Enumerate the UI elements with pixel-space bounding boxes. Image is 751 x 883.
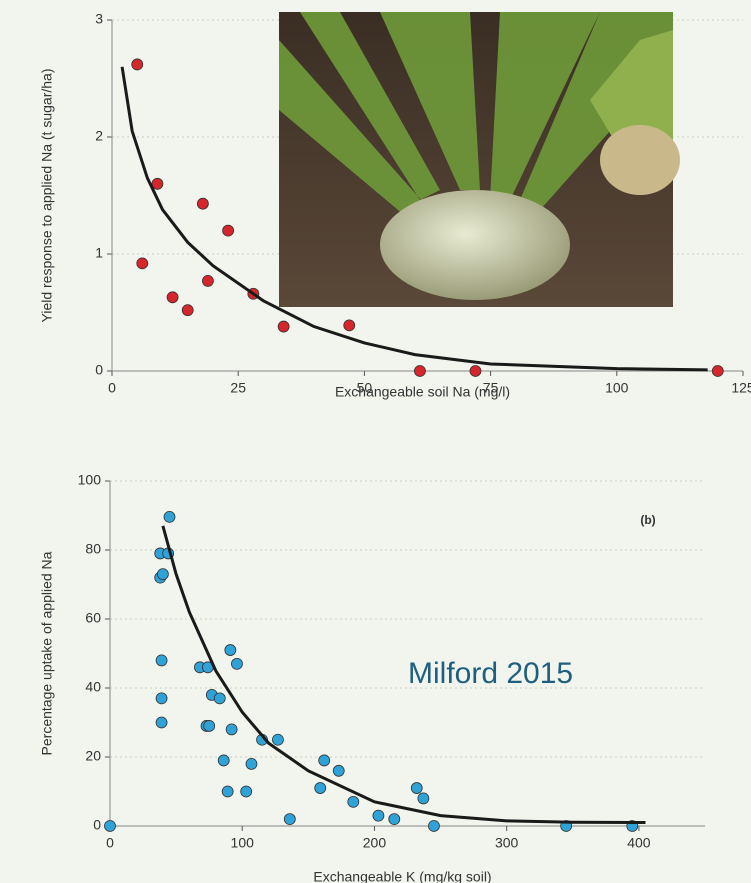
- data-point: [202, 275, 213, 286]
- data-point: [182, 305, 193, 316]
- data-point: [223, 225, 234, 236]
- data-point: [105, 821, 116, 832]
- x-axis-title: Exchangeable soil Na (mg/l): [335, 384, 510, 400]
- fit-curve: [163, 526, 646, 823]
- data-point: [373, 810, 384, 821]
- y-tick-label: 80: [85, 541, 101, 557]
- data-point: [226, 724, 237, 735]
- x-tick-label: 25: [230, 380, 246, 396]
- data-point: [272, 734, 283, 745]
- x-tick-label: 125: [731, 380, 751, 396]
- data-point: [156, 693, 167, 704]
- data-point: [241, 786, 252, 797]
- x-axis-title: Exchangeable K (mg/kg soil): [313, 869, 491, 883]
- x-tick-label: 0: [108, 380, 116, 396]
- data-point: [167, 292, 178, 303]
- y-tick-label: 0: [95, 362, 103, 378]
- x-tick-label: 400: [627, 835, 651, 851]
- data-point: [344, 320, 355, 331]
- data-point: [278, 321, 289, 332]
- data-point: [411, 783, 422, 794]
- data-point: [156, 717, 167, 728]
- data-point: [348, 796, 359, 807]
- data-point: [214, 693, 225, 704]
- x-tick-label: 100: [605, 380, 629, 396]
- data-point: [389, 814, 400, 825]
- data-point: [231, 658, 242, 669]
- y-tick-label: 0: [93, 817, 101, 833]
- data-point: [225, 645, 236, 656]
- data-point: [164, 511, 175, 522]
- data-point: [246, 758, 257, 769]
- citation: Milford 2015: [408, 657, 573, 690]
- data-point: [418, 793, 429, 804]
- data-point: [315, 783, 326, 794]
- data-point: [333, 765, 344, 776]
- page: 01230255075100125Exchangeable soil Na (m…: [0, 0, 751, 883]
- x-tick-label: 200: [363, 835, 387, 851]
- x-tick-label: 100: [231, 835, 255, 851]
- y-tick-label: 20: [85, 748, 101, 764]
- data-point: [319, 755, 330, 766]
- data-point: [137, 258, 148, 269]
- data-point: [197, 198, 208, 209]
- chart: 0 20 40 60 80 100 0 100 200 300 400 Exchangeable K …: [39, 472, 705, 883]
- data-point: [284, 814, 295, 825]
- y-tick-label: 3: [95, 11, 103, 27]
- data-point: [218, 755, 229, 766]
- y-tick-label: 40: [85, 679, 101, 695]
- annotation: (b): [640, 513, 655, 527]
- data-point: [712, 366, 723, 377]
- y-axis-title: Percentage uptake of applied Na: [39, 551, 55, 755]
- data-point: [132, 59, 143, 70]
- y-tick-label: 1: [95, 245, 103, 261]
- data-point: [470, 366, 481, 377]
- data-point: [414, 366, 425, 377]
- x-tick-label: 300: [495, 835, 519, 851]
- data-point: [156, 655, 167, 666]
- y-tick-label: 2: [95, 128, 103, 144]
- y-tick-label: 60: [85, 610, 101, 626]
- data-point: [428, 821, 439, 832]
- data-point: [222, 786, 233, 797]
- data-point: [204, 720, 215, 731]
- data-point: [157, 569, 168, 580]
- photo: [279, 12, 680, 307]
- y-axis-title: Yield response to applied Na (t sugar/ha…: [39, 69, 55, 323]
- y-tick-label: 100: [78, 472, 102, 488]
- x-tick-label: 0: [106, 835, 114, 851]
